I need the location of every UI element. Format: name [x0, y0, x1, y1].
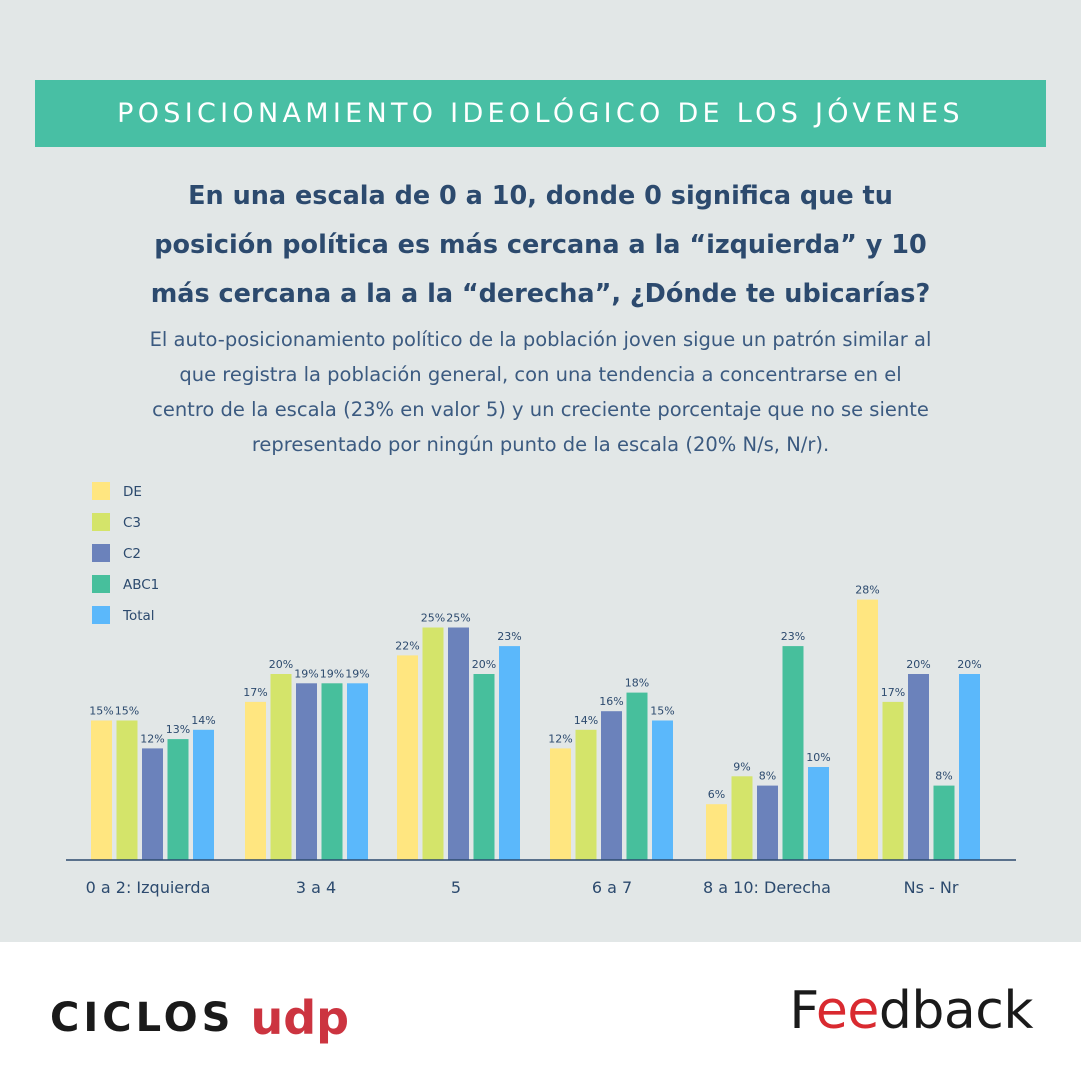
bar-total-0 [193, 729, 214, 860]
x-axis-tick-labels: 0 a 2: Izquierda 3 a 4 5 6 a 7 8 a 10: Derec… [86, 878, 959, 897]
bar-abc1-0 [167, 739, 189, 860]
data-label: 15% [115, 705, 139, 718]
chart-legend: DE C3 C2 ABC1 Total [92, 482, 159, 624]
bar-abc1-2 [473, 674, 495, 860]
bar-de-5 [857, 599, 878, 860]
legend-swatch-abc1 [92, 575, 110, 593]
data-label: 10% [806, 751, 830, 764]
data-label: 14% [191, 714, 215, 727]
value-labels: 15% 15%12%13%14%17%20%19% 19% 19%22%25% 25%2… [89, 584, 981, 802]
data-label: 28% [855, 584, 879, 597]
x-tick-label: 0 a 2: Izquierda [86, 878, 211, 897]
data-label: 18% [625, 677, 649, 690]
data-label: 17% [243, 686, 267, 699]
bar-c3-1 [270, 674, 292, 860]
x-tick-label: 8 a 10: Derecha [703, 878, 831, 897]
legend-label-c3: C3 [123, 515, 141, 531]
bar-de-3 [550, 748, 571, 860]
data-label: 20% [906, 658, 930, 671]
data-label: 12% [140, 732, 164, 745]
udp-logo-text: udp [250, 991, 350, 1045]
data-label: 20% [269, 658, 293, 671]
x-tick-label: 3 a 4 [296, 878, 336, 897]
feedback-logo-accent: ee [815, 981, 879, 1041]
bar-total-4 [808, 767, 829, 860]
banner-title: POSICIONAMIENTO IDEOLÓGICO DE LOS JÓVENE… [117, 98, 964, 129]
question-heading: En una escala de 0 a 10, donde 0 signifi… [150, 181, 931, 309]
legend-swatch-de [92, 482, 110, 500]
data-label: 25% [421, 612, 445, 625]
feedback-logo: Feedback [789, 976, 1033, 1046]
legend-label-c2: C2 [123, 546, 141, 562]
ciclos-logo-text: CICLOS [50, 995, 235, 1041]
data-label: 22% [395, 639, 419, 652]
data-label: 20% [957, 658, 981, 671]
bar-abc1-3 [626, 692, 648, 860]
bar-abc1-1 [321, 683, 343, 860]
bar-de-4 [706, 804, 727, 860]
bar-c3-3 [575, 729, 597, 860]
feedback-logo-text: Feedback [789, 981, 1033, 1041]
data-label: 19% [294, 667, 318, 680]
bar-de-2 [397, 655, 418, 860]
x-tick-label: 6 a 7 [592, 878, 632, 897]
feedback-logo-rest: dback [878, 981, 1034, 1041]
bar-c2-5 [908, 674, 929, 860]
bar-total-3 [652, 720, 673, 860]
bar-c3-2 [422, 627, 444, 860]
bar-total-2 [499, 646, 520, 860]
data-label: 16% [599, 695, 623, 708]
ciclos-udp-logo: CICLOS udp [50, 988, 349, 1048]
feedback-logo-first: F [789, 981, 816, 1041]
data-label: 15% [650, 705, 674, 718]
bar-c2-1 [296, 683, 317, 860]
data-label: 12% [548, 732, 572, 745]
bar-de-0 [91, 720, 112, 860]
bar-c3-0 [116, 720, 138, 860]
bar-c2-4 [757, 785, 778, 860]
bar-group [91, 599, 980, 860]
x-tick-label: Ns - Nr [904, 878, 959, 897]
bar-total-5 [959, 674, 980, 860]
data-label: 9% [733, 760, 750, 773]
x-tick-label: 5 [451, 878, 461, 897]
data-label: 23% [781, 630, 805, 643]
data-label: 6% [708, 788, 725, 801]
data-label: 8% [759, 770, 776, 783]
bar-de-1 [245, 701, 266, 860]
data-label: 14% [574, 714, 598, 727]
bar-c2-2 [448, 627, 469, 860]
bar-abc1-4 [782, 646, 804, 860]
legend-swatch-total [92, 606, 110, 624]
data-label: 23% [497, 630, 521, 643]
bar-abc1-5 [933, 785, 955, 860]
legend-label-total: Total [122, 608, 155, 624]
legend-swatch-c2 [92, 544, 110, 562]
data-label: 19% [320, 667, 344, 680]
legend-label-de: DE [123, 484, 142, 500]
data-label: 20% [472, 658, 496, 671]
content-panel: POSICIONAMIENTO IDEOLÓGICO DE LOS JÓVENE… [0, 0, 1081, 942]
bar-c3-4 [731, 776, 753, 860]
data-label: 17% [881, 686, 905, 699]
description-text: El auto-posicionamiento político de la p… [149, 328, 932, 456]
data-label: 25% [446, 612, 470, 625]
data-label: 13% [166, 723, 190, 736]
bar-c2-0 [142, 748, 163, 860]
data-label: 19% [345, 667, 369, 680]
bar-c3-5 [882, 701, 904, 860]
legend-swatch-c3 [92, 513, 110, 531]
title-banner: POSICIONAMIENTO IDEOLÓGICO DE LOS JÓVENE… [35, 80, 1046, 147]
data-label: 15% [89, 705, 113, 718]
bar-total-1 [347, 683, 368, 860]
data-label: 8% [935, 770, 952, 783]
bar-c2-3 [601, 711, 622, 860]
legend-label-abc1: ABC1 [123, 577, 159, 593]
